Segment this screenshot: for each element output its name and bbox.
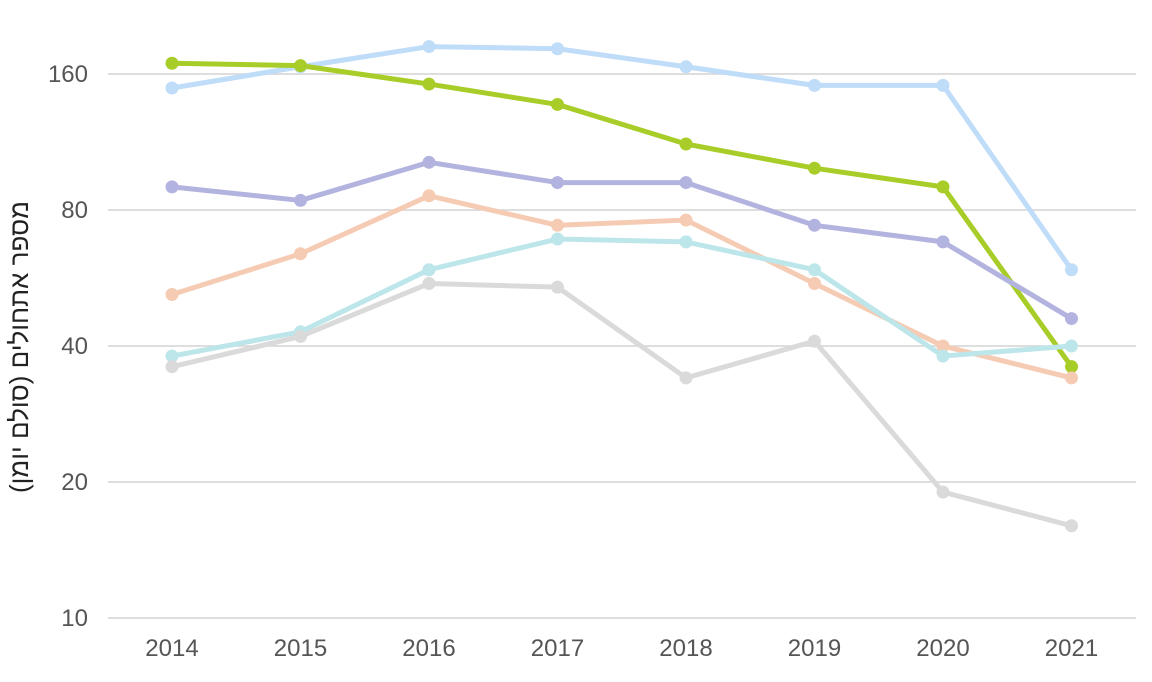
- series-green: [165, 56, 1078, 374]
- series-purple-point: [679, 176, 693, 190]
- series-cyan: [165, 232, 1078, 363]
- series-purple-point: [936, 235, 950, 249]
- series-light-blue-point: [679, 60, 693, 74]
- series-purple-point: [422, 155, 436, 169]
- series-green-line: [169, 60, 1074, 370]
- series-green-point: [422, 77, 436, 91]
- y-tick-label: 80: [61, 197, 88, 224]
- series-cyan-point: [165, 349, 179, 363]
- series-purple-point: [1065, 312, 1078, 326]
- series-gray-point: [808, 334, 821, 348]
- series-purple-point: [551, 176, 564, 190]
- series-light-blue-point: [422, 40, 436, 54]
- series-gray-point: [936, 485, 950, 499]
- series-cyan-point: [1065, 339, 1078, 353]
- series-gray-point: [422, 277, 436, 291]
- series-green-point: [679, 137, 693, 151]
- series-green-point: [936, 180, 950, 194]
- series-purple-point: [808, 218, 821, 232]
- series-layer: [165, 40, 1078, 533]
- series-green-point: [294, 59, 307, 73]
- series-purple-point: [294, 193, 307, 207]
- series-gray-point: [551, 280, 564, 294]
- x-tick-label: 2017: [531, 635, 584, 662]
- series-peach-line: [169, 193, 1074, 381]
- series-peach-point: [165, 288, 179, 302]
- series-purple: [165, 155, 1078, 326]
- series-cyan-line: [169, 236, 1074, 359]
- series-light-blue-point: [165, 81, 179, 95]
- x-tick-label: 2015: [274, 635, 327, 662]
- x-tick-label: 2021: [1045, 635, 1098, 662]
- series-peach-point: [422, 189, 436, 203]
- x-tick-label: 2020: [916, 635, 969, 662]
- series-light-blue-point: [936, 78, 950, 92]
- series-cyan-point: [551, 232, 564, 246]
- series-light-blue-line: [169, 44, 1074, 273]
- y-tick-label: 160: [48, 61, 88, 88]
- series-gray-point: [165, 360, 179, 374]
- y-tick-label: 40: [61, 333, 88, 360]
- y-axis: 10 20 40 80 160: [48, 61, 88, 632]
- series-purple-line: [169, 159, 1074, 322]
- series-purple-point: [165, 180, 179, 194]
- series-light-blue-point: [1065, 263, 1078, 277]
- series-gray-point: [294, 329, 307, 343]
- series-cyan-point: [808, 263, 821, 277]
- series-peach-point: [679, 213, 693, 227]
- grid-lines: [108, 73, 1136, 619]
- series-green-point: [165, 56, 179, 70]
- series-peach-point: [1065, 371, 1078, 385]
- series-peach: [165, 189, 1078, 385]
- series-green-point: [551, 97, 564, 111]
- series-gray: [165, 277, 1078, 533]
- series-light-blue: [165, 40, 1078, 277]
- series-light-blue-point: [551, 42, 564, 56]
- series-green-point: [1065, 360, 1078, 374]
- series-gray-point: [1065, 519, 1078, 533]
- x-axis: 2014 2015 2016 2017 2018 2019 2020 2021: [145, 635, 1098, 662]
- series-light-blue-point: [808, 78, 821, 92]
- y-tick-label: 10: [61, 605, 88, 632]
- x-tick-label: 2014: [145, 635, 198, 662]
- series-peach-point: [294, 247, 307, 261]
- series-gray-point: [679, 371, 693, 385]
- series-peach-point: [936, 339, 950, 353]
- y-axis-label: מספר אתחולים (סולם יומן): [4, 201, 34, 493]
- series-green-point: [808, 161, 821, 175]
- x-tick-label: 2019: [788, 635, 841, 662]
- x-tick-label: 2016: [402, 635, 455, 662]
- series-cyan-point: [679, 235, 693, 249]
- series-cyan-point: [936, 349, 950, 363]
- y-tick-label: 20: [61, 469, 88, 496]
- series-peach-point: [808, 277, 821, 291]
- series-gray-line: [169, 281, 1074, 529]
- series-cyan-point: [422, 263, 436, 277]
- series-peach-point: [551, 218, 564, 232]
- x-tick-label: 2018: [659, 635, 712, 662]
